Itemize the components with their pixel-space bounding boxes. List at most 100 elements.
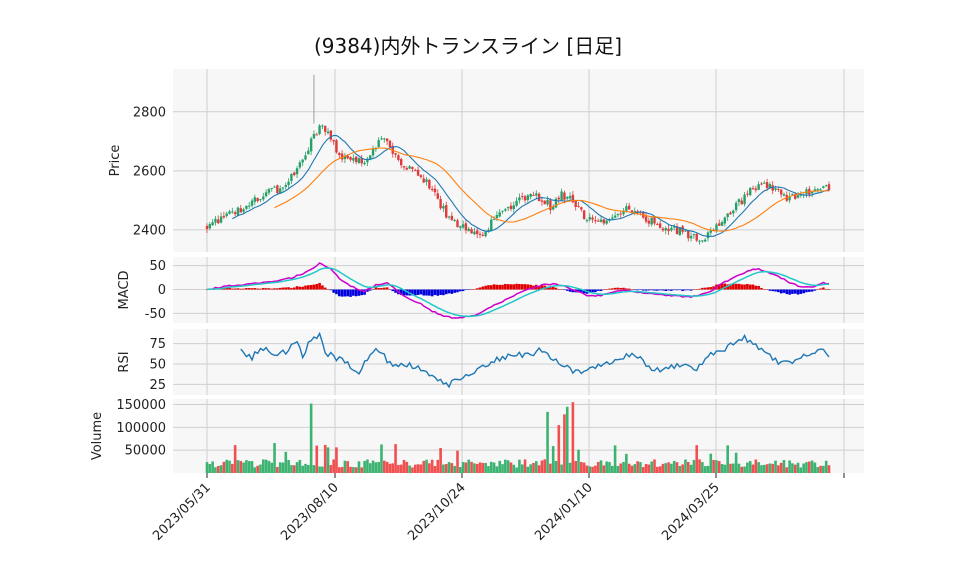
volume-bar bbox=[748, 461, 752, 473]
price-candle-body bbox=[273, 186, 276, 188]
macd-histogram-bar bbox=[489, 285, 493, 290]
volume-bar bbox=[326, 447, 330, 473]
volume-bar bbox=[647, 464, 651, 473]
price-candle-body bbox=[214, 218, 217, 223]
price-candle-body bbox=[208, 224, 212, 229]
volume-bar bbox=[627, 463, 631, 473]
price-candle-body bbox=[616, 214, 620, 216]
volume-bar bbox=[278, 462, 282, 473]
volume-bar bbox=[408, 465, 411, 473]
price-candle-body bbox=[309, 138, 313, 152]
volume-bar bbox=[267, 460, 271, 473]
price-candle-body bbox=[335, 140, 338, 153]
volume-bar bbox=[701, 462, 704, 473]
volume-bar bbox=[422, 460, 426, 473]
macd-histogram-bar bbox=[771, 289, 775, 292]
macd-histogram-bar bbox=[810, 289, 814, 292]
price-candle-body bbox=[515, 200, 518, 206]
volume-bar bbox=[695, 445, 699, 473]
volume-bar bbox=[385, 461, 389, 473]
volume-bar bbox=[216, 465, 220, 473]
macd-histogram-bar bbox=[284, 287, 288, 290]
macd-histogram-bar bbox=[459, 289, 462, 292]
price-candle-body bbox=[729, 212, 732, 215]
macd-histogram-bar bbox=[264, 288, 268, 290]
price-candle-body bbox=[205, 225, 209, 229]
macd-histogram-bar bbox=[287, 287, 290, 290]
price-candle-body bbox=[487, 229, 490, 232]
price-candle-body bbox=[529, 194, 532, 197]
macd-histogram-bar bbox=[563, 289, 566, 291]
macd-histogram-bar bbox=[698, 288, 701, 290]
price-candle-body bbox=[430, 188, 434, 190]
volume-bar bbox=[318, 466, 321, 473]
volume-bar bbox=[250, 461, 254, 473]
price-candle-body bbox=[239, 208, 242, 213]
price-candle-body bbox=[380, 138, 383, 140]
volume-bar bbox=[349, 466, 352, 473]
volume-bar bbox=[374, 462, 378, 473]
volume-bar bbox=[810, 460, 814, 473]
volume-bar bbox=[641, 467, 645, 473]
x-tick-label: 2024/01/10 bbox=[532, 480, 596, 544]
rsi-panel-bg bbox=[173, 329, 864, 395]
volume-bar bbox=[636, 461, 639, 473]
macd-histogram-bar bbox=[734, 283, 738, 290]
volume-bar bbox=[523, 459, 527, 473]
macd-histogram-bar bbox=[774, 289, 777, 292]
macd-histogram-bar bbox=[822, 287, 825, 290]
macd-histogram-bar bbox=[591, 289, 594, 293]
price-candle-body bbox=[549, 200, 552, 211]
price-candle-body bbox=[461, 224, 465, 228]
price-candle-body bbox=[822, 186, 825, 188]
volume-bar bbox=[689, 464, 693, 473]
price-candle-body bbox=[740, 200, 743, 205]
macd-histogram-bar bbox=[301, 286, 304, 290]
price-candle-body bbox=[718, 223, 721, 226]
volume-bar bbox=[337, 467, 341, 473]
volume-bar bbox=[478, 462, 482, 473]
price-candle-body bbox=[720, 222, 724, 226]
macd-histogram-bar bbox=[636, 289, 639, 291]
volume-bar bbox=[512, 464, 516, 473]
price-candle-body bbox=[816, 189, 819, 191]
macd-histogram-bar bbox=[594, 289, 597, 293]
volume-bar bbox=[605, 461, 608, 473]
macd-histogram-bar bbox=[231, 288, 234, 290]
price-candle-body bbox=[315, 134, 318, 136]
volume-bar bbox=[675, 462, 679, 473]
volume-bar bbox=[281, 462, 285, 473]
price-candle-body bbox=[788, 196, 791, 201]
volume-bar bbox=[760, 465, 763, 473]
price-candle-body bbox=[796, 195, 800, 198]
price-candle-body bbox=[715, 224, 718, 231]
volume-bar bbox=[577, 449, 580, 473]
price-candle-body bbox=[231, 211, 234, 213]
price-candle-body bbox=[743, 194, 746, 205]
macd-histogram-bar bbox=[588, 289, 592, 293]
price-candle-body bbox=[633, 211, 637, 214]
price-candle-body bbox=[301, 159, 304, 163]
volume-bar bbox=[495, 466, 499, 473]
volume-bar bbox=[591, 466, 594, 473]
volume-bar bbox=[720, 464, 724, 473]
macd-histogram-bar bbox=[374, 287, 378, 290]
volume-bar bbox=[726, 445, 729, 473]
macd-histogram-bar bbox=[630, 289, 634, 290]
volume-bar bbox=[712, 459, 715, 473]
price-candle-body bbox=[791, 193, 794, 195]
price-candle-body bbox=[810, 191, 814, 194]
macd-histogram-bar bbox=[318, 282, 321, 290]
price-candle-body bbox=[709, 230, 712, 233]
price-candle-body bbox=[557, 197, 561, 200]
price-candle-body bbox=[233, 212, 237, 215]
macd-histogram-bar bbox=[276, 288, 279, 290]
volume-bar bbox=[498, 460, 502, 473]
volume-bar bbox=[242, 462, 245, 473]
macd-histogram-bar bbox=[439, 289, 442, 296]
volume-bar bbox=[644, 464, 648, 473]
volume-bar bbox=[233, 445, 237, 473]
volume-bar bbox=[256, 465, 259, 473]
price-candle-body bbox=[340, 153, 344, 160]
macd-histogram-bar bbox=[380, 287, 383, 290]
